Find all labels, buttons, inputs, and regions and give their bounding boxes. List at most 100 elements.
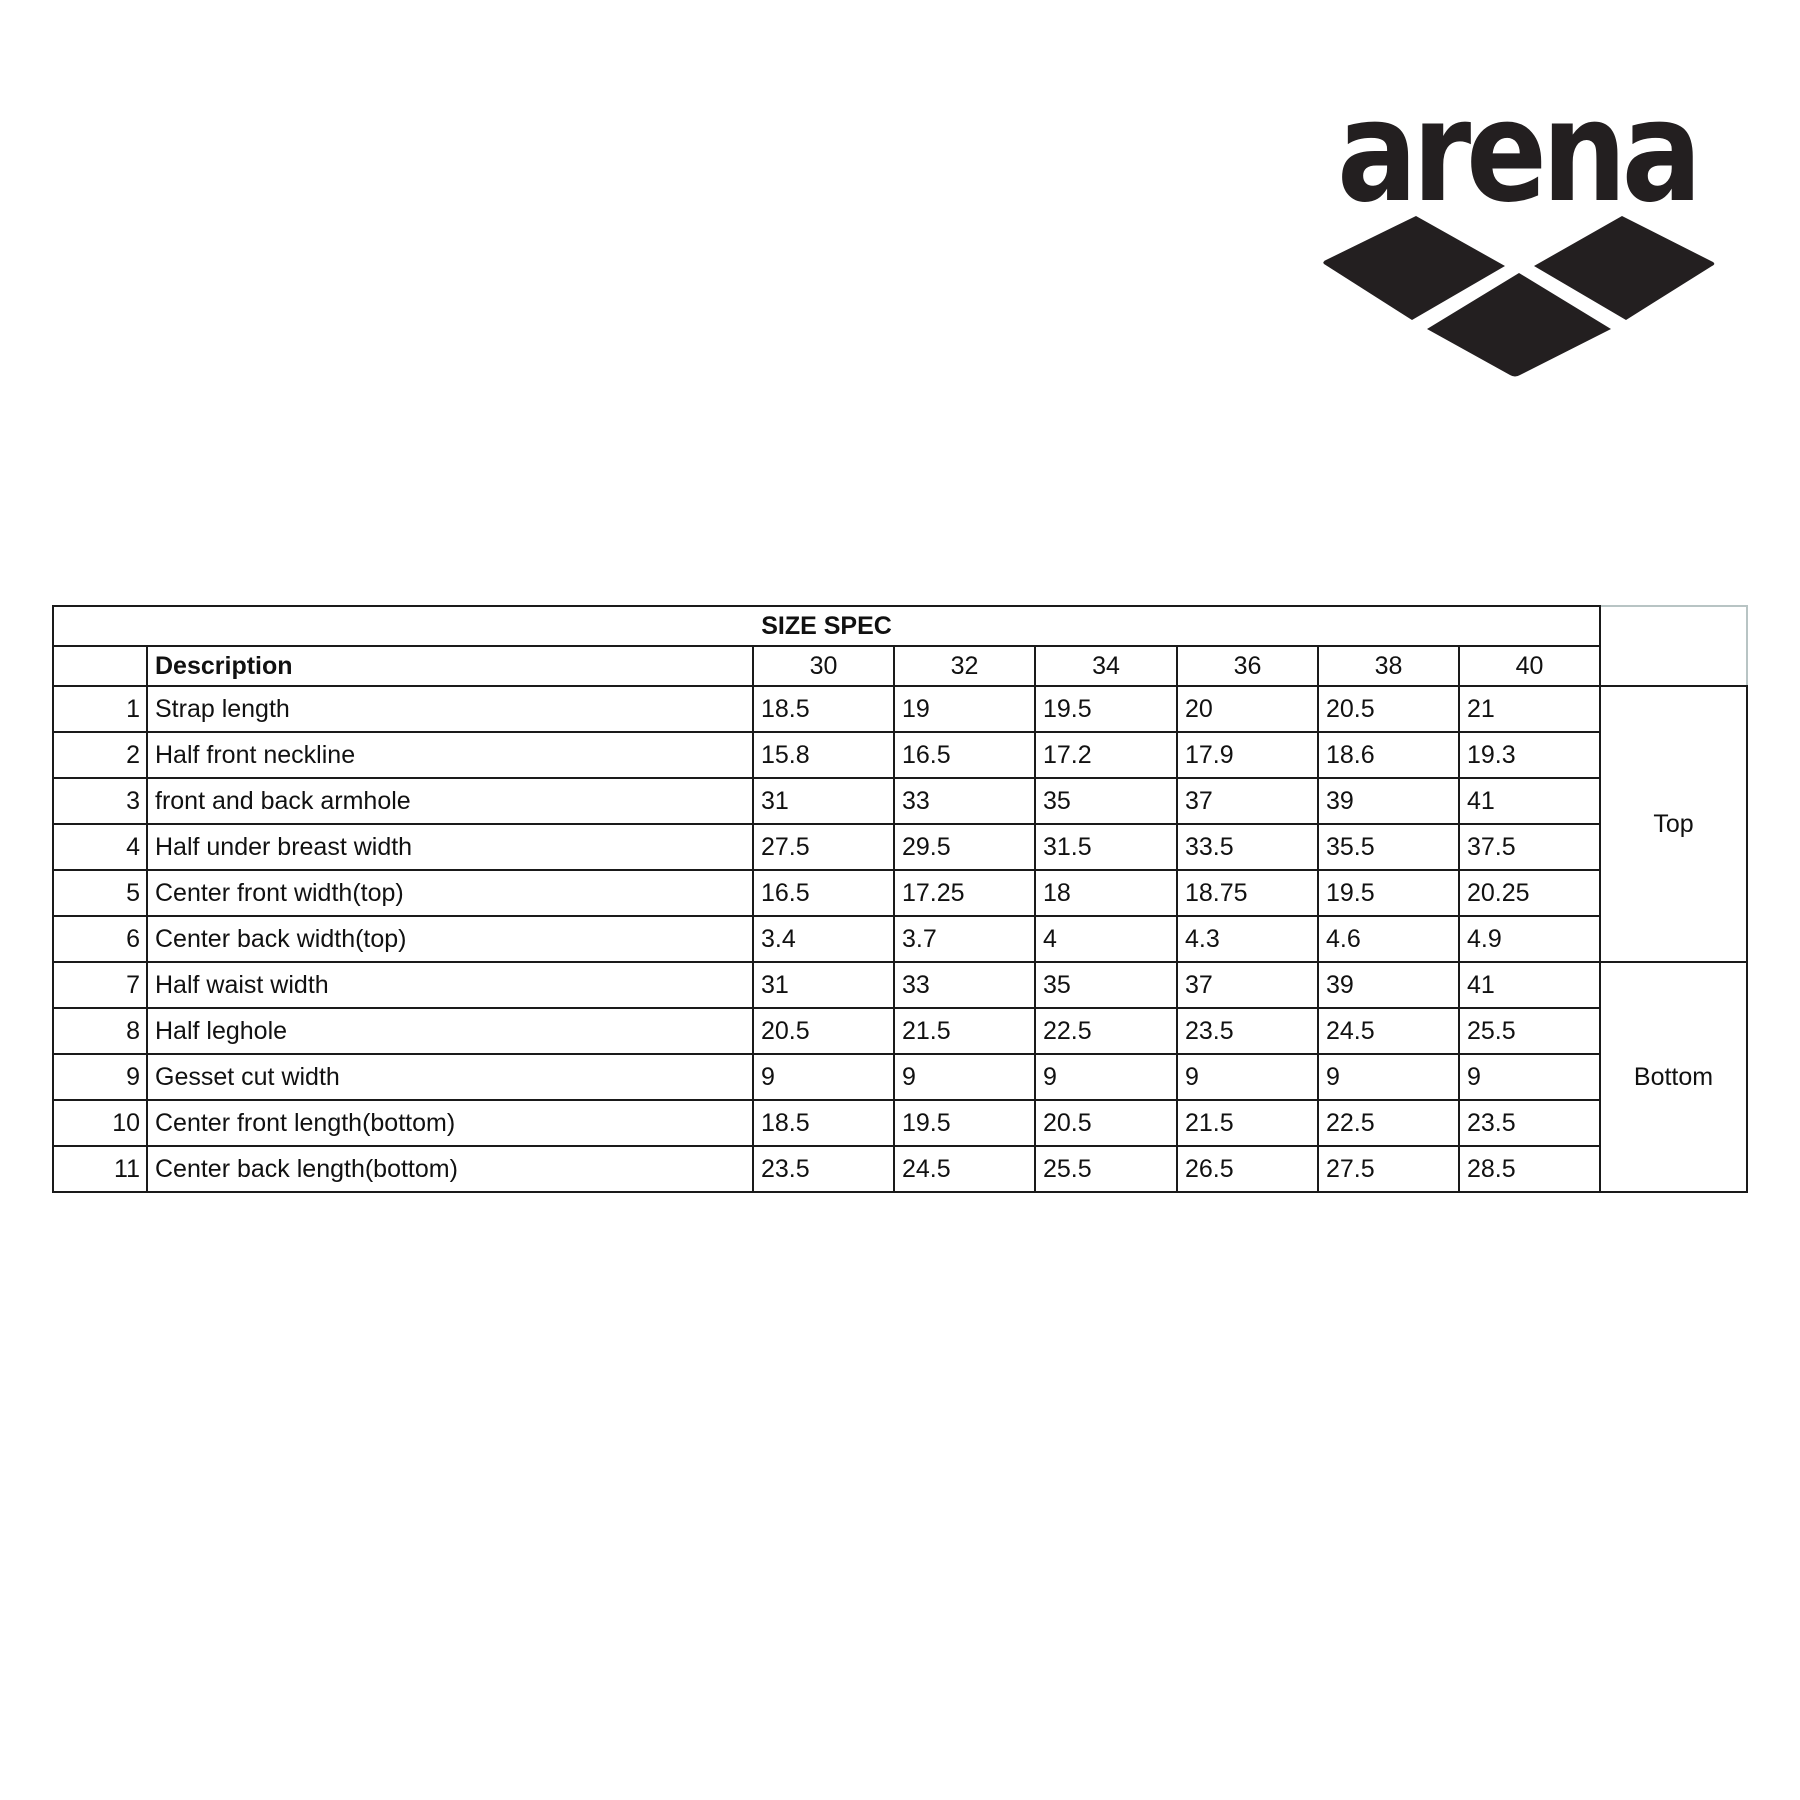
measurement-cell: 15.8 — [752, 731, 895, 779]
row-description: Center front width(top) — [146, 869, 754, 917]
measurement-cell: 31 — [752, 777, 895, 825]
measurement-cell: 20.5 — [1034, 1099, 1178, 1147]
measurement-cell: 39 — [1317, 961, 1460, 1009]
measurement-cell: 35.5 — [1317, 823, 1460, 871]
table-row: 10 Center front length(bottom) 18.5 19.5 20.… — [52, 1099, 1747, 1147]
measurement-cell: 16.5 — [752, 869, 895, 917]
table-row: 3 front and back armhole 31 33 35 37 39 41 — [52, 777, 1747, 825]
measurement-cell: 20 — [1176, 685, 1319, 733]
row-description: Strap length — [146, 685, 754, 733]
measurement-cell: 19.5 — [893, 1099, 1036, 1147]
table-row: 1 Strap length 18.5 19 19.5 20 20.5 21 Top — [52, 685, 1748, 963]
row-description: Half front neckline — [146, 731, 754, 779]
diamond-right-icon — [1534, 216, 1715, 320]
measurement-cell: 18 — [1034, 869, 1178, 917]
row-description: Gesset cut width — [146, 1053, 754, 1101]
diamond-left-icon — [1323, 216, 1505, 320]
group-label-top: Top — [1599, 685, 1748, 963]
measurement-cell: 20.5 — [752, 1007, 895, 1055]
measurement-cell: 19.5 — [1034, 685, 1178, 733]
measurement-cell: 4.9 — [1458, 915, 1601, 963]
arena-logo: arena — [1323, 90, 1715, 377]
table-row: 7 Half waist width 31 33 35 37 39 41 Bottom — [52, 961, 1748, 1193]
measurement-cell: 18.5 — [752, 685, 895, 733]
measurement-cell: 9 — [1176, 1053, 1319, 1101]
row-number: 11 — [52, 1145, 148, 1193]
table-row: 2 Half front neckline 15.8 16.5 17.2 17.9 18.6… — [52, 731, 1747, 779]
measurement-cell: 22.5 — [1317, 1099, 1460, 1147]
measurement-cell: 31.5 — [1034, 823, 1178, 871]
table-row: 6 Center back width(top) 3.4 3.7 4 4.3 4.6 4.9 — [52, 915, 1747, 963]
measurement-cell: 31 — [752, 961, 895, 1009]
measurement-cell: 25.5 — [1458, 1007, 1601, 1055]
measurement-cell: 21.5 — [893, 1007, 1036, 1055]
row-description: Half waist width — [146, 961, 754, 1009]
measurement-cell: 9 — [1317, 1053, 1460, 1101]
size-header-30: 30 — [752, 645, 895, 687]
measurement-cell: 9 — [752, 1053, 895, 1101]
measurement-cell: 18.75 — [1176, 869, 1319, 917]
row-number: 2 — [52, 731, 148, 779]
measurement-cell: 39 — [1317, 777, 1460, 825]
size-header-34: 34 — [1034, 645, 1178, 687]
row-number: 1 — [52, 685, 148, 733]
measurement-cell: 23.5 — [752, 1145, 895, 1193]
measurement-cell: 37 — [1176, 777, 1319, 825]
measurement-cell: 20.5 — [1317, 685, 1460, 733]
measurement-cell: 26.5 — [1176, 1145, 1319, 1193]
measurement-cell: 9 — [893, 1053, 1036, 1101]
group-header-blank — [1599, 605, 1748, 687]
measurement-cell: 33.5 — [1176, 823, 1319, 871]
row-number: 5 — [52, 869, 148, 917]
measurement-cell: 41 — [1458, 961, 1601, 1009]
measurement-cell: 21.5 — [1176, 1099, 1319, 1147]
measurement-cell: 4.6 — [1317, 915, 1460, 963]
svg-text:arena: arena — [1337, 90, 1697, 234]
row-description: Center back width(top) — [146, 915, 754, 963]
measurement-cell: 19 — [893, 685, 1036, 733]
measurement-cell: 29.5 — [893, 823, 1036, 871]
measurement-cell: 27.5 — [1317, 1145, 1460, 1193]
measurement-cell: 37 — [1176, 961, 1319, 1009]
row-number: 7 — [52, 961, 148, 1009]
measurement-cell: 17.9 — [1176, 731, 1319, 779]
measurement-cell: 20.25 — [1458, 869, 1601, 917]
size-header-38: 38 — [1317, 645, 1460, 687]
measurement-cell: 24.5 — [1317, 1007, 1460, 1055]
table-row: 8 Half leghole 20.5 21.5 22.5 23.5 24.5 25.5 — [52, 1007, 1747, 1055]
size-header-32: 32 — [893, 645, 1036, 687]
measurement-cell: 22.5 — [1034, 1007, 1178, 1055]
group-label-bottom: Bottom — [1599, 961, 1748, 1193]
measurement-cell: 41 — [1458, 777, 1601, 825]
measurement-cell: 37.5 — [1458, 823, 1601, 871]
row-description: front and back armhole — [146, 777, 754, 825]
measurement-cell: 3.4 — [752, 915, 895, 963]
measurement-cell: 4 — [1034, 915, 1178, 963]
diamond-center-icon — [1427, 273, 1611, 377]
row-description: Half leghole — [146, 1007, 754, 1055]
measurement-cell: 9 — [1458, 1053, 1601, 1101]
number-header — [52, 645, 148, 687]
measurement-cell: 23.5 — [1176, 1007, 1319, 1055]
measurement-cell: 27.5 — [752, 823, 895, 871]
measurement-cell: 16.5 — [893, 731, 1036, 779]
description-header: Description — [146, 645, 754, 687]
row-number: 4 — [52, 823, 148, 871]
row-number: 8 — [52, 1007, 148, 1055]
measurement-cell: 4.3 — [1176, 915, 1319, 963]
size-header-36: 36 — [1176, 645, 1319, 687]
measurement-cell: 21 — [1458, 685, 1601, 733]
measurement-cell: 17.2 — [1034, 731, 1178, 779]
row-description: Center front length(bottom) — [146, 1099, 754, 1147]
measurement-cell: 3.7 — [893, 915, 1036, 963]
measurement-cell: 18.6 — [1317, 731, 1460, 779]
table-row: 9 Gesset cut width 9 9 9 9 9 9 — [52, 1053, 1747, 1101]
measurement-cell: 9 — [1034, 1053, 1178, 1101]
measurement-cell: 19.3 — [1458, 731, 1601, 779]
measurement-cell: 35 — [1034, 777, 1178, 825]
size-spec-table: SIZE SPEC Description 30 32 34 36 38 40 1 Stra… — [52, 605, 1748, 1193]
row-number: 9 — [52, 1053, 148, 1101]
row-description: Half under breast width — [146, 823, 754, 871]
table-row: 4 Half under breast width 27.5 29.5 31.5 33.5… — [52, 823, 1747, 871]
row-number: 10 — [52, 1099, 148, 1147]
